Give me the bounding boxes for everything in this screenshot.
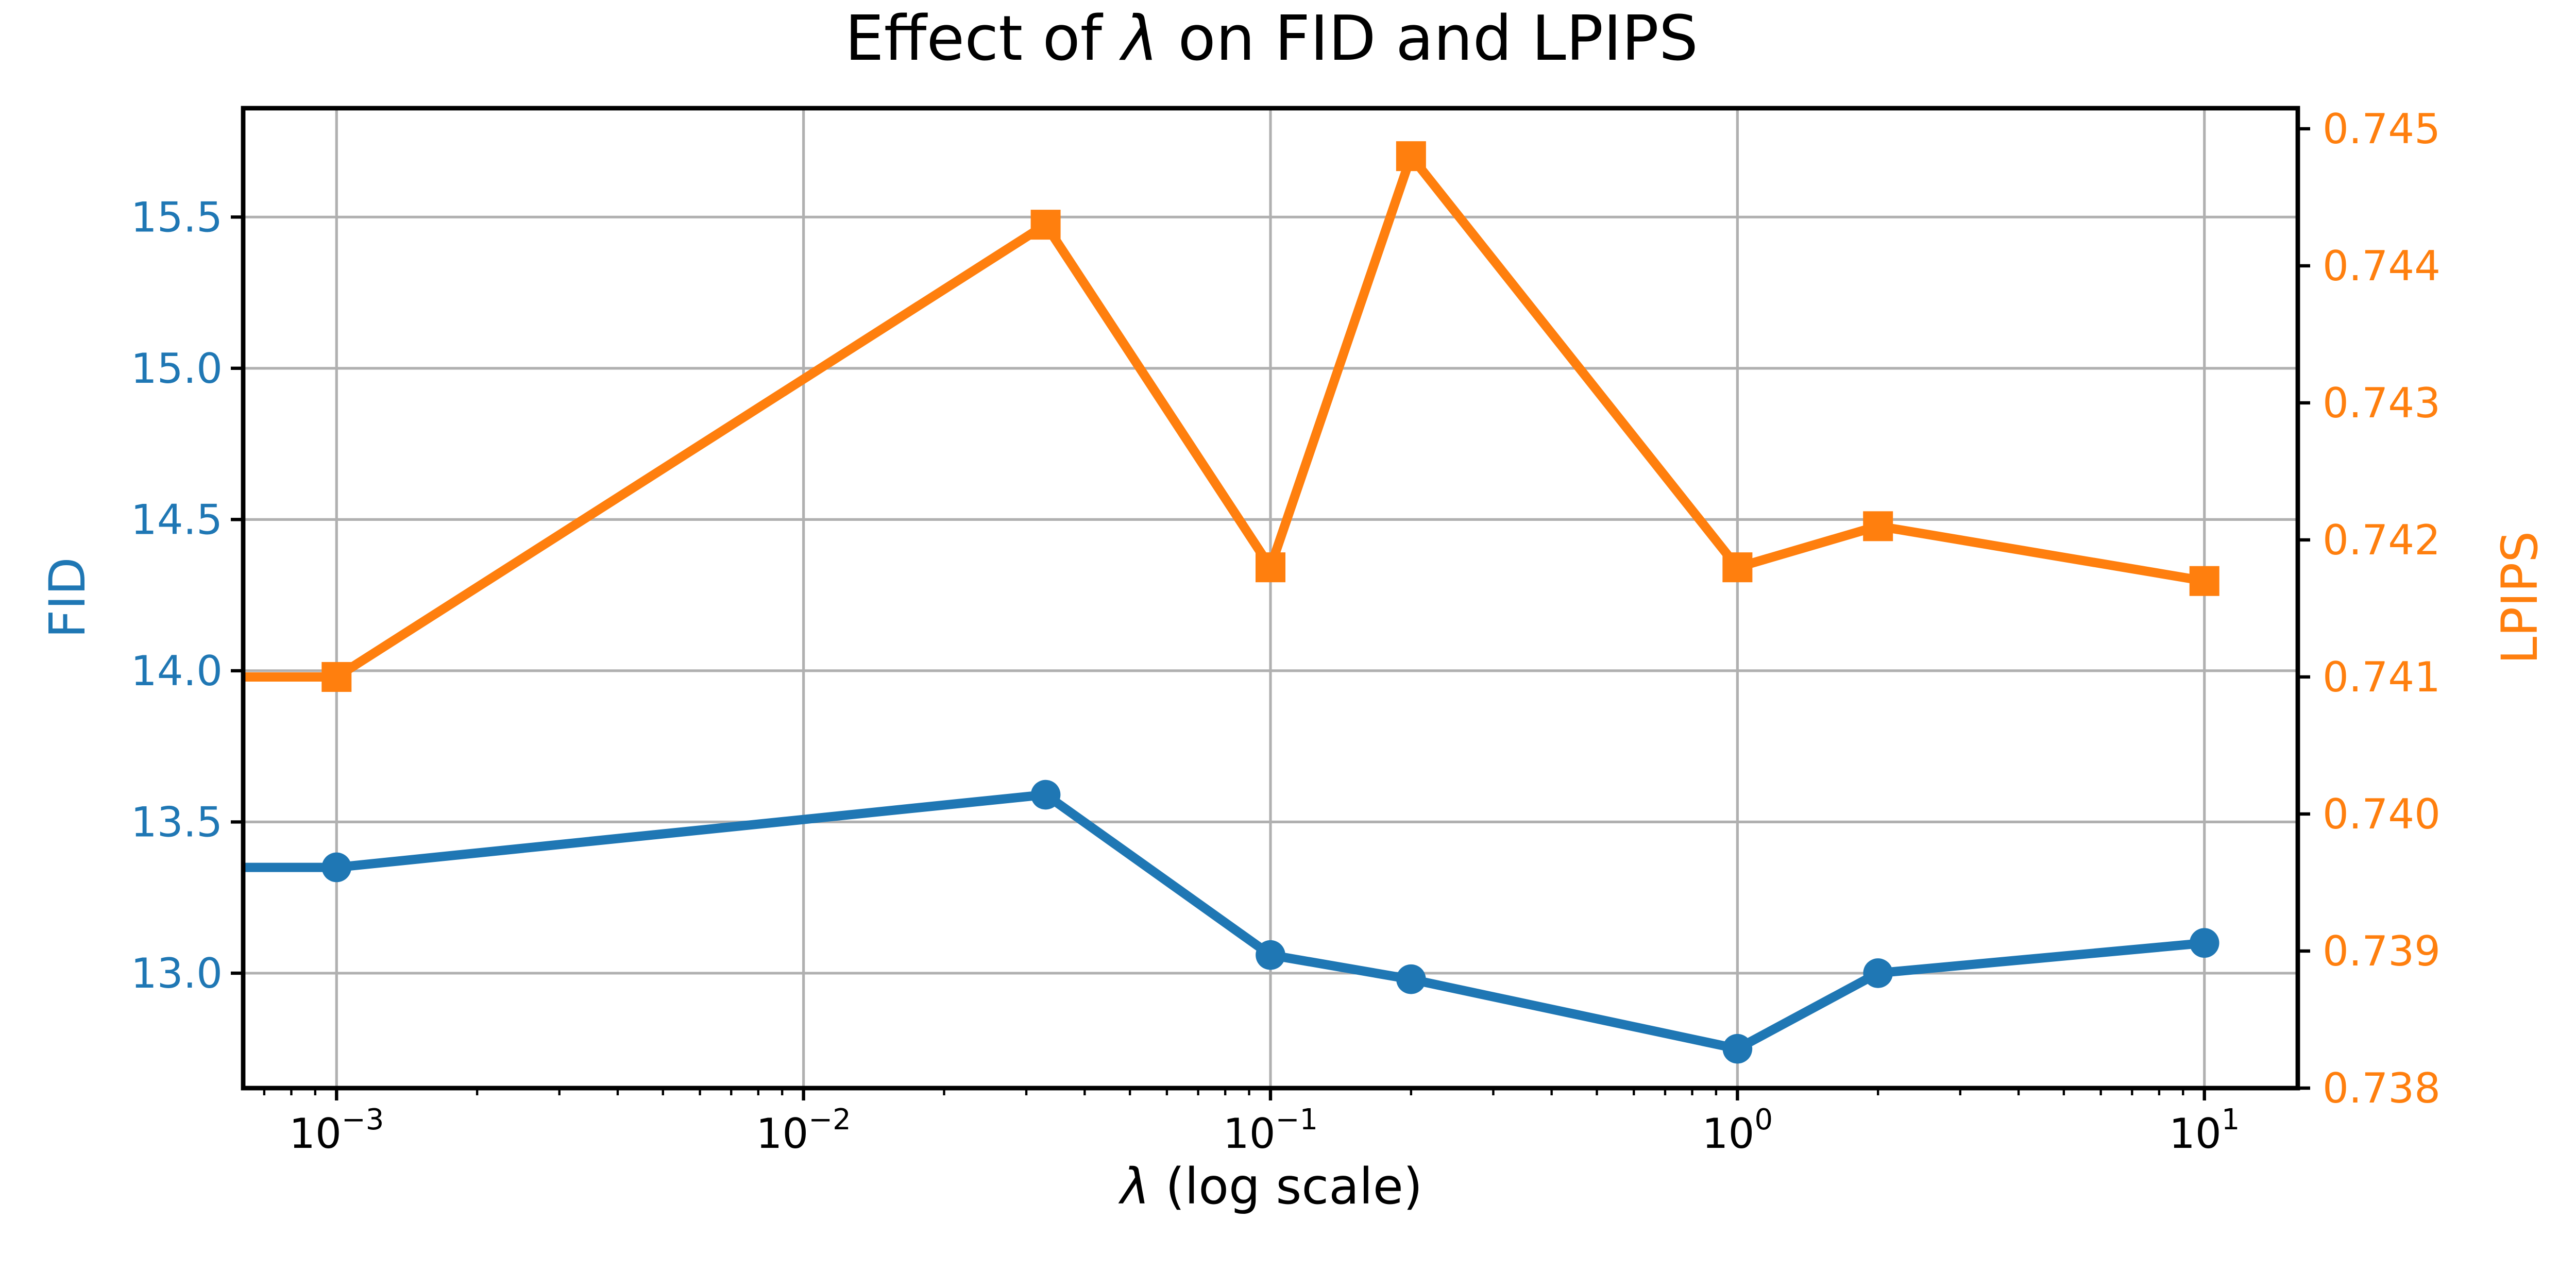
left-tick-label: 15.0	[131, 345, 223, 393]
x-tick-label: 10−1	[1223, 1103, 1318, 1158]
fid-marker	[2189, 928, 2219, 958]
lambda-symbol: λ	[1122, 4, 1159, 76]
lpips-marker	[1030, 210, 1061, 240]
chart-title: Effect of λ on FID and LPIPS	[653, 4, 1890, 76]
x-axis-label-rest: (log scale)	[1149, 1158, 1423, 1216]
fid-marker	[1030, 779, 1061, 810]
x-tick-label: 10−3	[289, 1103, 384, 1158]
right-y-axis-label: LPIPS	[2492, 531, 2549, 665]
fid-marker	[1396, 964, 1426, 994]
lpips-series-line	[243, 151, 2206, 682]
lpips-marker	[321, 662, 352, 692]
fid-marker	[321, 852, 352, 883]
x-axis-label: λ (log scale)	[962, 1158, 1581, 1216]
lpips-marker	[1722, 552, 1753, 583]
fid-series-line	[243, 790, 2205, 1054]
left-tick-label: 15.5	[131, 193, 223, 241]
left-tick-label: 14.0	[131, 647, 223, 695]
left-y-axis-label: FID	[39, 557, 97, 638]
right-tick-label: 0.739	[2323, 927, 2441, 975]
right-tick-label: 0.738	[2323, 1064, 2441, 1112]
lpips-marker	[1863, 511, 1893, 541]
right-tick-label: 0.744	[2323, 242, 2441, 290]
right-tick-label: 0.745	[2323, 105, 2441, 153]
fid-marker	[1256, 940, 1285, 970]
right-tick-label: 0.742	[2323, 516, 2441, 564]
lambda-symbol: λ	[1120, 1158, 1150, 1216]
x-tick-label: 10−2	[756, 1103, 851, 1158]
right-tick-label: 0.741	[2323, 653, 2441, 701]
right-tick-label: 0.743	[2323, 379, 2441, 427]
left-tick-label: 13.0	[131, 950, 223, 997]
left-tick-label: 14.5	[131, 496, 223, 544]
chart-title-suffix: on FID and LPIPS	[1158, 4, 1699, 76]
chart-title-prefix: Effect of	[844, 4, 1122, 76]
fid-marker	[1863, 958, 1893, 988]
left-tick-label: 13.5	[131, 798, 223, 846]
fid-marker	[1722, 1033, 1753, 1064]
lpips-marker	[2189, 566, 2219, 596]
x-tick-label: 101	[2169, 1103, 2240, 1158]
right-tick-label: 0.740	[2323, 790, 2441, 838]
lpips-marker	[1396, 141, 1426, 172]
x-tick-label: 100	[1702, 1103, 1773, 1158]
lpips-marker	[1256, 552, 1285, 583]
